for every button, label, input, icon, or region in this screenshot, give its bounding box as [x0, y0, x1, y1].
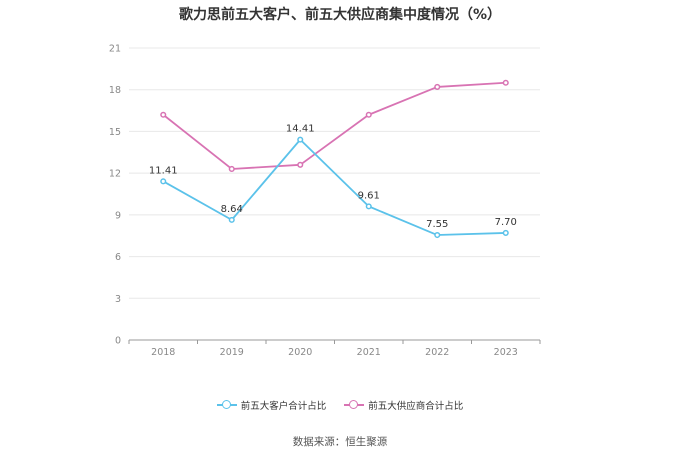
series-0-point: [160, 178, 167, 185]
series-0-point: [365, 203, 372, 210]
x-tick-label: 2018: [151, 347, 175, 358]
series-0-point: [228, 216, 235, 223]
x-tick-label: 2019: [220, 347, 244, 358]
y-tick-label: 6: [115, 252, 121, 263]
legend-label-customers: 前五大客户合计占比: [240, 401, 327, 412]
legend-marker-suppliers: [344, 400, 365, 410]
y-tick-label: 15: [109, 127, 121, 138]
data-label: 9.61: [358, 190, 380, 201]
data-label: 7.70: [495, 217, 517, 228]
x-tick-label: 2022: [425, 347, 449, 358]
series-1-point: [228, 165, 235, 173]
data-label: 7.55: [426, 219, 448, 230]
series-0-point: [502, 229, 509, 236]
data-label: 14.41: [286, 124, 315, 135]
legend-item-suppliers[interactable]: 前五大供应商合计占比: [344, 398, 463, 412]
series-0-point: [434, 231, 441, 239]
series-layer: [160, 79, 509, 239]
data-label: 11.41: [149, 165, 178, 176]
data-labels: 11.41 8.64 14.41 9.61 7.55 7.70: [149, 124, 517, 230]
legend-item-customers[interactable]: 前五大客户合计占比: [216, 398, 327, 412]
x-tick-label: 2023: [494, 347, 518, 358]
data-label: 8.64: [221, 204, 243, 215]
series-1-point: [365, 111, 372, 118]
series-1-point: [297, 161, 304, 168]
y-tick-label: 3: [115, 294, 121, 305]
legend: 前五大客户合计占比 前五大供应商合计占比: [0, 398, 680, 412]
series-line-0: [162, 138, 506, 236]
series-1-point: [434, 83, 441, 90]
y-tick-label: 18: [109, 85, 121, 96]
y-tick-label: 9: [115, 210, 121, 221]
series-line-1: [162, 81, 506, 170]
y-tick-label: 0: [115, 336, 121, 347]
x-tick-label: 2021: [357, 347, 381, 358]
legend-marker-customers: [216, 400, 237, 410]
axes: 0 3 6 9 12 15 18 21 2018 2019 2020 2021 2022 2023: [109, 44, 541, 358]
series-1-point: [502, 79, 509, 86]
x-tick-label: 2020: [288, 347, 312, 358]
y-tick-label: 21: [109, 44, 121, 55]
data-source: 数据来源：恒生聚源: [292, 436, 388, 448]
series-0-point: [297, 136, 304, 143]
y-tick-label: 12: [109, 169, 121, 180]
series-1-point: [160, 111, 167, 118]
chart-title: 歌力思前五大客户、前五大供应商集中度情况（%）: [178, 7, 502, 23]
legend-label-suppliers: 前五大供应商合计占比: [368, 401, 464, 412]
